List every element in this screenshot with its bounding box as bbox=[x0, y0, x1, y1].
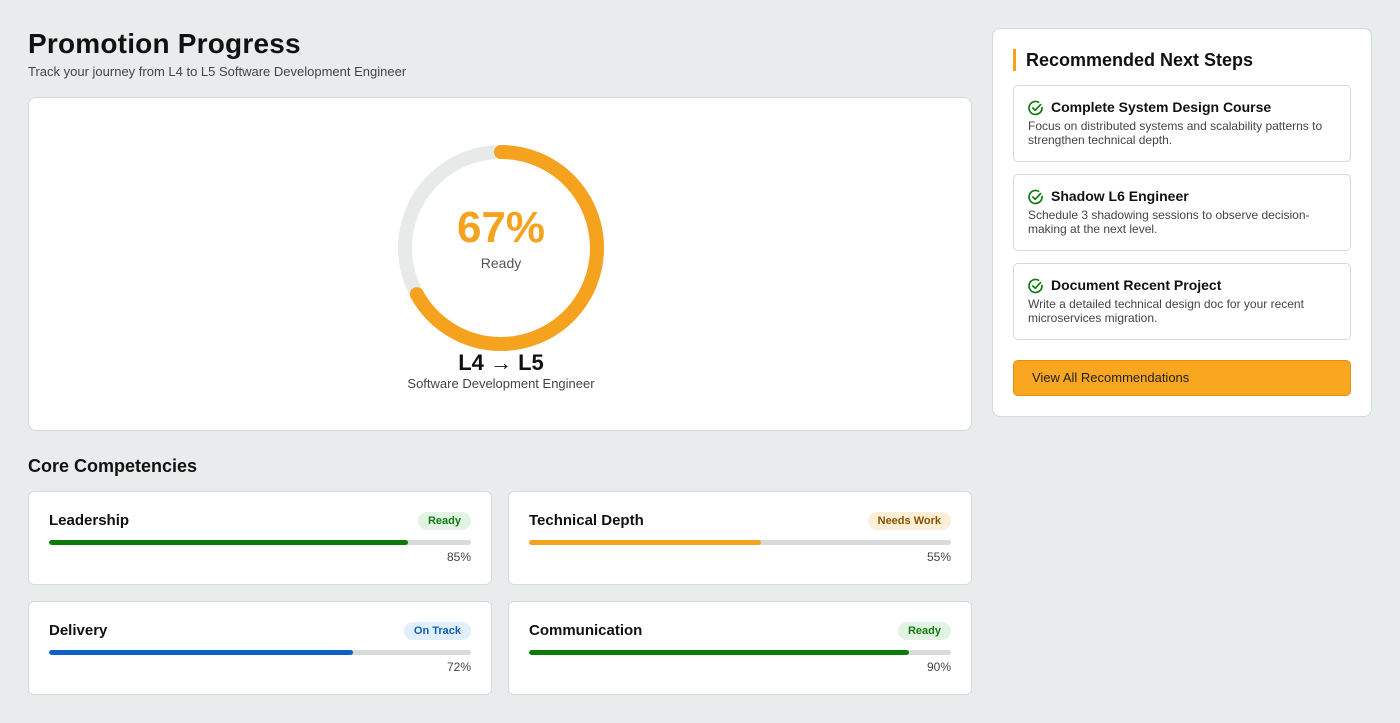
ring-progress bbox=[398, 145, 604, 351]
role-title: Software Development Engineer bbox=[407, 376, 595, 391]
competency-value: 72% bbox=[446, 660, 471, 674]
readiness-ring-chart bbox=[398, 145, 604, 351]
next-step-description: Schedule 3 shadowing sessions to observe… bbox=[1028, 208, 1310, 236]
readiness-ring: 67% Ready bbox=[397, 144, 605, 352]
competency-value: 55% bbox=[926, 550, 951, 564]
next-step-title: Shadow L6 Engineer bbox=[1051, 188, 1189, 204]
next-steps-panel: Recommended Next Steps Complete System D… bbox=[992, 28, 1372, 417]
check-circle-icon bbox=[1028, 100, 1043, 116]
check-circle-icon bbox=[1028, 278, 1043, 294]
next-step-description: Write a detailed technical design doc fo… bbox=[1028, 297, 1304, 325]
competency-value: 85% bbox=[446, 550, 471, 564]
next-step-title: Complete System Design Course bbox=[1051, 99, 1272, 115]
promotion-readiness-card: 67% Ready L4 → L5 Software Development E… bbox=[28, 97, 972, 431]
competency-value: 90% bbox=[926, 660, 951, 674]
status-badge: Ready bbox=[897, 622, 951, 640]
check-circle-icon bbox=[1028, 189, 1043, 205]
level-change: L4 → L5 bbox=[458, 350, 544, 375]
status-badge: Needs Work bbox=[867, 512, 951, 530]
next-steps-title: Recommended Next Steps bbox=[1013, 49, 1253, 71]
competency-card-delivery: Delivery On Track 72% bbox=[28, 601, 492, 695]
competencies-title: Core Competencies bbox=[28, 456, 198, 476]
main-content: Promotion Progress Track your journey fr… bbox=[28, 28, 972, 695]
progress-bar-track bbox=[49, 540, 471, 545]
competency-card-leadership: Leadership Ready 85% bbox=[28, 491, 492, 585]
competency-name: Technical Depth bbox=[529, 512, 644, 529]
status-badge: Ready bbox=[417, 512, 471, 530]
view-all-recommendations-button[interactable]: View All Recommendations bbox=[1013, 360, 1351, 396]
progress-bar-fill bbox=[49, 540, 408, 545]
status-badge: On Track bbox=[403, 622, 471, 640]
progress-bar-track bbox=[529, 540, 951, 545]
competency-name: Delivery bbox=[49, 622, 108, 639]
readiness-percent: 67% bbox=[456, 203, 546, 252]
next-step-item[interactable]: Document Recent Project Write a detailed… bbox=[1013, 263, 1351, 340]
progress-bar-track bbox=[49, 650, 471, 655]
page-title: Promotion Progress bbox=[28, 28, 301, 59]
progress-bar-fill bbox=[529, 650, 909, 655]
next-step-item[interactable]: Complete System Design Course Focus on d… bbox=[1013, 85, 1351, 162]
competency-name: Communication bbox=[529, 622, 643, 639]
competency-card-communication: Communication Ready 90% bbox=[508, 601, 972, 695]
next-step-description: Focus on distributed systems and scalabi… bbox=[1028, 119, 1323, 147]
competency-card-technical-depth: Technical Depth Needs Work 55% bbox=[508, 491, 972, 585]
next-step-item[interactable]: Shadow L6 Engineer Schedule 3 shadowing … bbox=[1013, 174, 1351, 251]
progress-bar-fill bbox=[49, 650, 353, 655]
readiness-status: Ready bbox=[480, 255, 522, 271]
next-step-title: Document Recent Project bbox=[1051, 277, 1222, 293]
progress-bar-fill bbox=[529, 540, 762, 545]
competency-name: Leadership bbox=[49, 512, 130, 529]
page-subtitle: Track your journey from L4 to L5 Softwar… bbox=[28, 64, 407, 79]
ring-center: 67% Ready bbox=[397, 144, 605, 352]
progress-bar-track bbox=[529, 650, 951, 655]
